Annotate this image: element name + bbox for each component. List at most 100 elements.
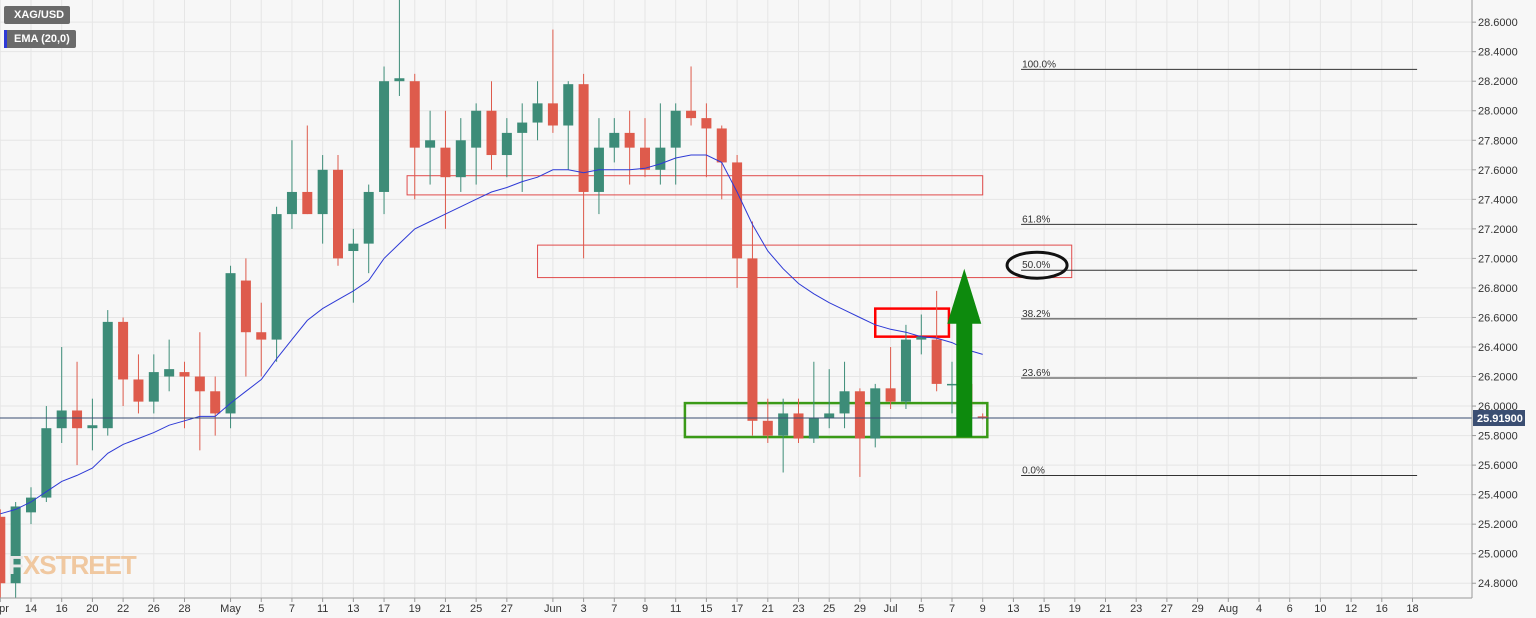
candle-body [732, 162, 743, 259]
y-tick-label: 25.0000 [1478, 549, 1518, 561]
x-tick-label: 17 [378, 603, 390, 615]
current-price-badge [1473, 410, 1525, 427]
x-tick-label: 21 [439, 603, 451, 615]
x-tick-label: 23 [792, 603, 804, 615]
candle-body [808, 417, 819, 439]
y-tick-label: 28.2000 [1478, 76, 1518, 88]
x-tick-label: Aug [1219, 603, 1239, 615]
candle-body [210, 391, 221, 414]
candle-body [455, 140, 466, 178]
candle-body [164, 369, 175, 377]
candle-body [240, 280, 251, 333]
candle-body [762, 420, 773, 436]
candle-body [41, 428, 52, 498]
y-tick-label: 24.8000 [1478, 578, 1518, 590]
candle-body [379, 81, 390, 192]
candle-body [701, 118, 712, 129]
y-tick-label: 25.2000 [1478, 519, 1518, 531]
fib-level-label: 61.8% [1022, 214, 1050, 225]
y-tick-label: 28.6000 [1478, 17, 1518, 29]
candle-body [87, 425, 98, 429]
x-tick-label: 12 [1345, 603, 1357, 615]
candle-body [532, 103, 543, 123]
candle-body [609, 132, 620, 148]
x-tick-label: 25 [470, 603, 482, 615]
y-tick-label: 27.4000 [1478, 194, 1518, 206]
x-tick-label: 11 [670, 603, 681, 615]
candle-body [624, 132, 635, 148]
legend-symbol[interactable]: XAG/USD [4, 6, 71, 24]
candle-body [440, 147, 451, 178]
candle-body [655, 147, 666, 170]
x-tick-label: 25 [823, 603, 835, 615]
y-tick-label: 25.8000 [1478, 431, 1518, 443]
candle-body [793, 413, 804, 439]
fib-level-label: 0.0% [1022, 465, 1045, 476]
candle-body [409, 81, 420, 148]
current-price-line: 25.91900 [0, 410, 1525, 427]
x-tick-label: 23 [1130, 603, 1142, 615]
candle-body [317, 169, 328, 215]
x-tick-label: 19 [1069, 603, 1081, 615]
candle-body [271, 214, 282, 340]
x-tick-label: 14 [25, 603, 37, 615]
ema-line [0, 154, 983, 515]
x-tick-label: May [220, 603, 241, 615]
candle-body [778, 413, 789, 436]
zone-rect [683, 401, 989, 439]
candle-body [148, 372, 159, 402]
x-tick-label: 10 [1314, 603, 1326, 615]
x-tick-label: 13 [1007, 603, 1019, 615]
gridlines [0, 0, 1472, 598]
candle-body [839, 391, 850, 414]
candle-body [225, 273, 236, 414]
candle-body [947, 383, 957, 386]
candle-body [471, 110, 482, 148]
candle-body [716, 128, 727, 163]
candle-body [333, 169, 343, 259]
candle-body [286, 191, 297, 215]
fib-level-label: 23.6% [1022, 368, 1050, 379]
x-tick-label: 15 [700, 603, 712, 615]
candle-body [348, 243, 359, 252]
x-tick-label: 3 [581, 603, 587, 615]
legend-ema[interactable]: EMA (20,0) [4, 30, 76, 48]
x-tick-label: 5 [258, 603, 264, 615]
candle-body [26, 497, 36, 513]
zone-rect [537, 244, 1073, 279]
candle-body [824, 413, 835, 418]
x-tick-label: Jun [544, 603, 562, 615]
x-tick-label: 22 [117, 603, 129, 615]
fib-level-label: 100.0% [1022, 59, 1056, 70]
y-tick-label: 28.4000 [1478, 47, 1518, 59]
candle-body [517, 122, 528, 133]
candle-body [72, 410, 83, 429]
y-tick-label: 27.6000 [1478, 165, 1518, 177]
y-tick-label: 26.0000 [1478, 401, 1518, 413]
x-tick-label: 11 [317, 603, 328, 615]
up-arrow [947, 268, 982, 438]
y-tick-label: 26.2000 [1478, 372, 1518, 384]
fib-level-label: 50.0% [1022, 260, 1050, 271]
x-tick-label: 29 [1191, 603, 1203, 615]
x-tick-label: 7 [949, 603, 955, 615]
x-tick-label: 27 [1161, 603, 1173, 615]
candle-body [0, 516, 6, 584]
x-tick-label: 18 [1406, 603, 1418, 615]
candle-body [10, 506, 21, 584]
x-tick-label: 5 [918, 603, 924, 615]
zone-rect [406, 175, 984, 196]
candle-body [486, 110, 497, 156]
candle-body [854, 391, 865, 439]
x-tick-label: 26 [148, 603, 160, 615]
zones [406, 175, 1073, 439]
candle-body [179, 372, 190, 377]
candle-body [686, 110, 697, 119]
y-tick-label: 26.4000 [1478, 342, 1518, 354]
y-tick-label: 27.2000 [1478, 224, 1518, 236]
x-tick-label: 16 [56, 603, 68, 615]
candle-body [870, 388, 881, 439]
x-tick-label: 9 [642, 603, 648, 615]
x-tick-label: 4 [1256, 603, 1262, 615]
